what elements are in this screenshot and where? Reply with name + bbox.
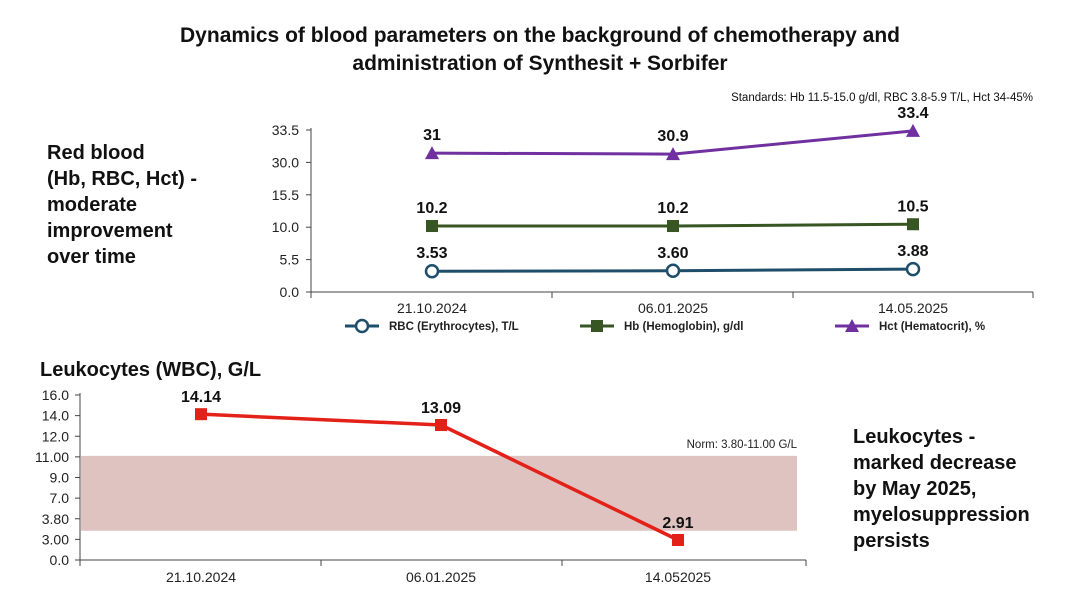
red-blood-note-line: (Hb, RBC, Hct) - — [47, 168, 197, 190]
leukocytes-note: Leukocytes - marked decrease by May 2025… — [853, 424, 1030, 554]
y-tick-label: 7.0 — [50, 490, 70, 506]
data-label: 10.5 — [897, 198, 928, 215]
y-tick-label: 0.0 — [280, 284, 300, 300]
standards-note: Standards: Hb 11.5-15.0 g/dl, RBC 3.8-5.… — [731, 92, 1033, 104]
x-tick-label: 14.05.2025 — [878, 300, 948, 316]
data-point — [425, 146, 439, 160]
data-point — [672, 533, 684, 546]
leukocytes-note-line: by May 2025, — [853, 478, 977, 500]
red-blood-note-line: moderate — [47, 194, 138, 216]
data-label: 31 — [423, 127, 441, 144]
y-tick-label: 30.0 — [272, 154, 299, 170]
data-point — [435, 419, 447, 432]
data-point — [907, 218, 919, 231]
data-label: 3.53 — [416, 245, 447, 262]
y-tick-label: 3.00 — [42, 531, 69, 547]
data-label: 2.91 — [662, 515, 693, 532]
leukocytes-note-line: Leukocytes - — [853, 426, 976, 448]
data-point — [905, 261, 921, 277]
data-label: 13.09 — [421, 400, 461, 417]
legend-marker — [845, 319, 859, 332]
legend-label: RBC (Erythrocytes), T/L — [389, 321, 519, 333]
data-label: 10.2 — [657, 200, 688, 217]
data-label: 30.9 — [657, 128, 688, 145]
chart-title-line-2: administration of Synthesit + Sorbifer — [352, 52, 728, 75]
x-tick-label: 21.10.2024 — [166, 569, 236, 585]
data-point — [906, 123, 920, 137]
red-blood-note-line: improvement — [47, 220, 173, 242]
x-tick-label: 21.10.2024 — [397, 300, 467, 316]
y-tick-label: 9.0 — [50, 470, 70, 486]
y-tick-label: 0.0 — [50, 552, 70, 568]
y-tick-label: 16.0 — [42, 387, 69, 403]
data-point — [195, 408, 207, 421]
norm-band-label: Norm: 3.80-11.00 G/L — [687, 439, 798, 451]
leukocytes-note-line: persists — [853, 530, 930, 552]
red-blood-note-line: Red blood — [47, 142, 145, 164]
legend-marker — [591, 320, 603, 332]
x-tick-label: 06.01.2025 — [406, 569, 476, 585]
chart-title: Dynamics of blood parameters on the back… — [0, 22, 1080, 78]
data-point — [426, 220, 438, 233]
data-label: 3.88 — [897, 243, 928, 260]
legend-label: Hb (Hemoglobin), g/dl — [624, 321, 743, 333]
y-tick-label: 10.0 — [272, 219, 299, 235]
y-tick-label: 15.5 — [272, 187, 299, 203]
data-point — [666, 147, 680, 161]
y-tick-label: 12.0 — [42, 428, 69, 444]
y-tick-label: 33.5 — [272, 122, 299, 138]
x-tick-label: 06.01.2025 — [638, 300, 708, 316]
legend-label: Hct (Hematocrit), % — [879, 321, 985, 333]
red-blood-note: Red blood (Hb, RBC, Hct) - moderate impr… — [47, 140, 197, 270]
leukocytes-note-line: marked decrease — [853, 452, 1017, 474]
red-blood-note-line: over time — [47, 246, 136, 268]
chart-title-line-1: Dynamics of blood parameters on the back… — [180, 24, 900, 47]
data-label: 3.60 — [657, 245, 688, 262]
y-tick-label: 14.0 — [42, 408, 69, 424]
legend-marker — [354, 318, 370, 334]
leukocytes-note-line: myelosuppression — [853, 504, 1030, 526]
data-label: 14.14 — [181, 389, 221, 406]
y-tick-label: 11.00 — [35, 449, 69, 465]
x-tick-label: 14.052025 — [645, 569, 711, 585]
data-label: 33.4 — [897, 105, 928, 122]
y-tick-label: 5.5 — [280, 252, 300, 268]
data-point — [667, 220, 679, 233]
data-point — [665, 263, 681, 279]
norm-band — [81, 455, 797, 531]
y-tick-label: 3.80 — [42, 511, 69, 527]
leukocytes-chart-title: Leukocytes (WBC), G/L — [40, 359, 261, 381]
data-point — [424, 263, 440, 279]
data-label: 10.2 — [416, 200, 447, 217]
